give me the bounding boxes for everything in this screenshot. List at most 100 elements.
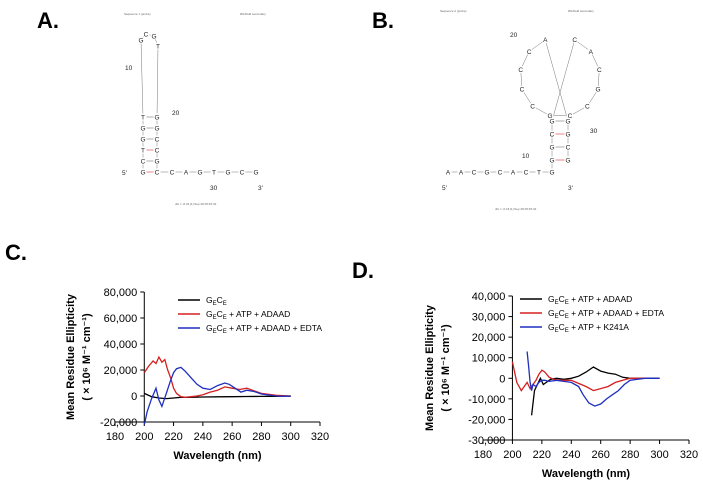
nucleotide: A <box>589 49 594 56</box>
y-tick-label: 40,000 <box>104 339 138 351</box>
backbone-segment <box>551 39 575 122</box>
nucleotide-bg <box>583 102 591 110</box>
x-axis-title: Wavelength (nm) <box>542 468 631 480</box>
y-tick-label: 0 <box>499 373 505 385</box>
panel-b-footer: dG = -6.18 [1] Sep 28 05:45:32 <box>495 207 537 211</box>
nucleotide: G <box>596 87 601 94</box>
x-tick-label: 240 <box>562 449 580 461</box>
nucleotide: T <box>141 147 145 154</box>
x-tick-label: 220 <box>164 431 182 443</box>
x-tick-label: 260 <box>223 431 241 443</box>
x-tick-label: 280 <box>252 431 270 443</box>
x-tick-label: 280 <box>621 449 639 461</box>
nucleotide-bg <box>548 130 556 138</box>
nucleotide-bg <box>238 168 246 176</box>
series-line-3 <box>526 351 660 407</box>
nucleotide: C <box>170 169 175 176</box>
nucleotide: C <box>572 37 577 44</box>
nucleotide: T <box>141 114 145 121</box>
nucleotide: T <box>537 169 541 176</box>
series-line-2 <box>143 355 291 398</box>
nucleotide-bg <box>154 42 162 50</box>
nucleotide: G <box>549 144 554 151</box>
nucleotide: C <box>524 169 529 176</box>
nucleotide: G <box>565 118 570 125</box>
nucleotide-bg <box>525 47 533 56</box>
nucleotide-bg <box>548 156 556 164</box>
legend-entry: GECE + ATP + K241A <box>548 322 629 334</box>
nucleotide: G <box>151 33 156 40</box>
nucleotide-bg <box>224 168 232 176</box>
nucleotide: A <box>184 169 189 176</box>
nucleotide: C <box>527 49 532 56</box>
x-tick-label: 300 <box>650 449 668 461</box>
nucleotide: G <box>140 169 145 176</box>
panel-b-pos-30: 30 <box>590 128 598 135</box>
nucleotide: C <box>530 103 535 110</box>
panel-a-pos-10: 10 <box>125 65 133 72</box>
nucleotide-bg <box>541 36 549 44</box>
x-tick-label: 300 <box>282 431 300 443</box>
nucleotide: A <box>543 37 548 44</box>
nucleotide: C <box>585 103 590 110</box>
nucleotide-bg <box>139 135 147 143</box>
nucleotide-bg <box>548 168 556 176</box>
nucleotide-bg <box>139 124 147 132</box>
nucleotide-bg <box>210 168 218 176</box>
y-tick-label: 10,000 <box>472 353 506 365</box>
panel-c-label: C. <box>5 240 27 265</box>
series-line-2 <box>511 361 645 392</box>
nucleotide: C <box>568 113 573 120</box>
nucleotide-bg <box>137 36 145 44</box>
panel-a-label: A. <box>37 8 59 33</box>
nucleotide-bg <box>153 168 161 176</box>
backbone-segment <box>156 45 159 118</box>
nucleotide-bg <box>470 168 478 176</box>
nucleotide: T <box>156 43 160 50</box>
y-tick-label: 20,000 <box>104 365 138 377</box>
chart-d: -30,000 -20,000 -10,000 0 10,000 20,000 30,000… <box>424 291 698 480</box>
nucleotide-bg <box>594 85 602 93</box>
nucleotide: C <box>566 144 571 151</box>
y-tick-label: -30,000 <box>468 435 505 447</box>
nucleotide-bg <box>548 143 556 151</box>
nucleotide-bg <box>139 168 147 176</box>
nucleotide: C <box>144 31 149 38</box>
series-line-1 <box>144 392 291 400</box>
nucleotide-bg <box>444 168 452 176</box>
nucleotide-bg <box>518 85 526 93</box>
x-tick-label: 200 <box>135 431 153 443</box>
y-tick-label: 0 <box>131 391 137 403</box>
nucleotide-bg <box>153 113 161 121</box>
legend-entry: GECE <box>206 295 227 307</box>
nucleotide: C <box>155 169 160 176</box>
nucleotide-bg <box>522 168 530 176</box>
nucleotide: G <box>154 125 159 132</box>
y-tick-label: -10,000 <box>468 394 505 406</box>
panel-a-pos-20: 20 <box>172 110 180 117</box>
nucleotide: G <box>549 157 554 164</box>
backbone-segment <box>140 39 144 118</box>
nucleotide-bg <box>252 168 260 176</box>
panel-b-header-left: Sequence 2 (probe) <box>440 9 467 13</box>
nucleotide-bg <box>496 168 504 176</box>
nucleotide: C <box>155 136 160 143</box>
nucleotide: G <box>548 113 553 120</box>
series-line-3 <box>143 366 291 425</box>
x-tick-label: 320 <box>680 449 698 461</box>
x-tick-label: 220 <box>533 449 551 461</box>
panel-a-three-prime: 3' <box>258 185 263 192</box>
nucleotide: C <box>472 169 477 176</box>
nucleotide: C <box>518 67 523 74</box>
backbone-segment <box>545 39 569 122</box>
nucleotide-bg <box>595 65 603 74</box>
panel-a-header-right: RNAfold secondary <box>240 12 266 16</box>
nucleotide-bg <box>564 130 572 138</box>
legend-entry: GECE + ATP + ADAAD + EDTA <box>206 323 322 335</box>
panel-b-label: B. <box>372 8 394 33</box>
x-axis-title: Wavelength (nm) <box>173 450 262 462</box>
chart-c: -20,000 0 20,000 40,000 60,000 80,000 180 200 22… <box>65 287 329 462</box>
nucleotide-bg <box>153 135 161 143</box>
nucleotide: G <box>197 169 202 176</box>
legend-entry: GECE + ATP + ADAAD <box>548 294 632 306</box>
